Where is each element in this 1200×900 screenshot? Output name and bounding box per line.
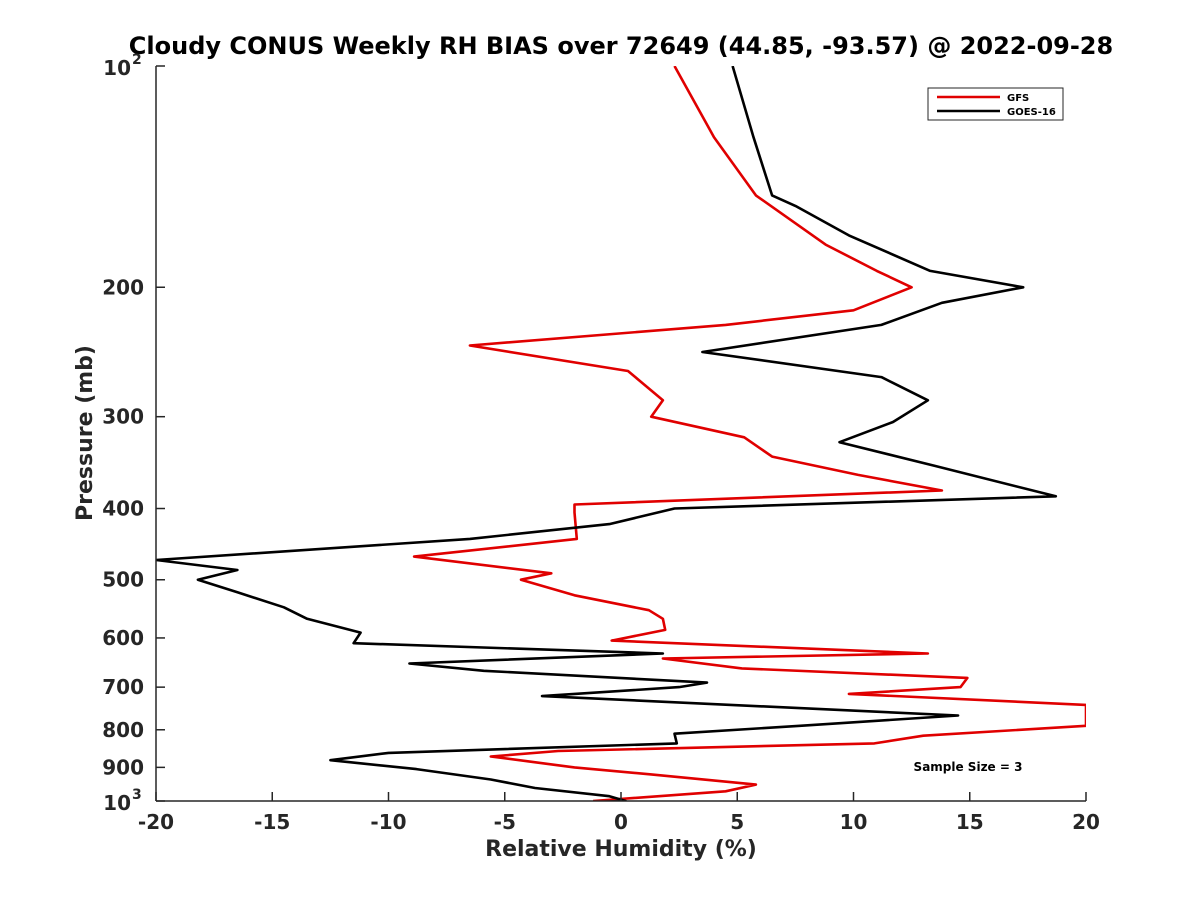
y-tick-exponent: 2 (132, 52, 142, 68)
y-tick-label: 700 (102, 675, 144, 699)
sample-size-annotation: Sample Size = 3 (914, 760, 1023, 774)
y-tick-exponent: 3 (132, 787, 142, 803)
series-line-goes16 (156, 66, 1058, 801)
legend-box (927, 87, 1064, 121)
y-tick-label: 200 (102, 275, 144, 299)
x-tick-label: -10 (370, 810, 406, 834)
y-tick-label: 900 (102, 755, 144, 779)
series-layer (156, 66, 1086, 801)
x-tick-label: 20 (1072, 810, 1100, 834)
x-tick-label: 5 (730, 810, 744, 834)
x-tick-label: 15 (956, 810, 984, 834)
y-axis-label: Pressure (mb) (73, 345, 98, 521)
y-tick-label: 400 (102, 497, 144, 521)
x-axis-label: Relative Humidity (%) (485, 837, 757, 862)
chart-title: Cloudy CONUS Weekly RH BIAS over 72649 (… (129, 32, 1113, 60)
x-tick-label: -15 (254, 810, 290, 834)
y-tick-label: 10 (103, 56, 131, 80)
x-tick-label: -5 (494, 810, 516, 834)
x-tick-label: -20 (138, 810, 174, 834)
x-tick-label: 0 (614, 810, 628, 834)
legend: GFS GOES-16 (927, 87, 1064, 121)
legend-label-gfs: GFS (1007, 93, 1029, 104)
y-tick-label: 10 (103, 791, 131, 815)
y-tick-label: 500 (102, 568, 144, 592)
series-line-gfs (412, 66, 1086, 801)
y-tick-label: 300 (102, 405, 144, 429)
x-ticks: -20 -15 -10 -5 0 5 10 15 20 (138, 792, 1100, 834)
x-tick-label: 10 (840, 810, 868, 834)
y-tick-label: 800 (102, 718, 144, 742)
legend-label-goes16: GOES-16 (1007, 107, 1056, 118)
y-tick-label: 600 (102, 626, 144, 650)
